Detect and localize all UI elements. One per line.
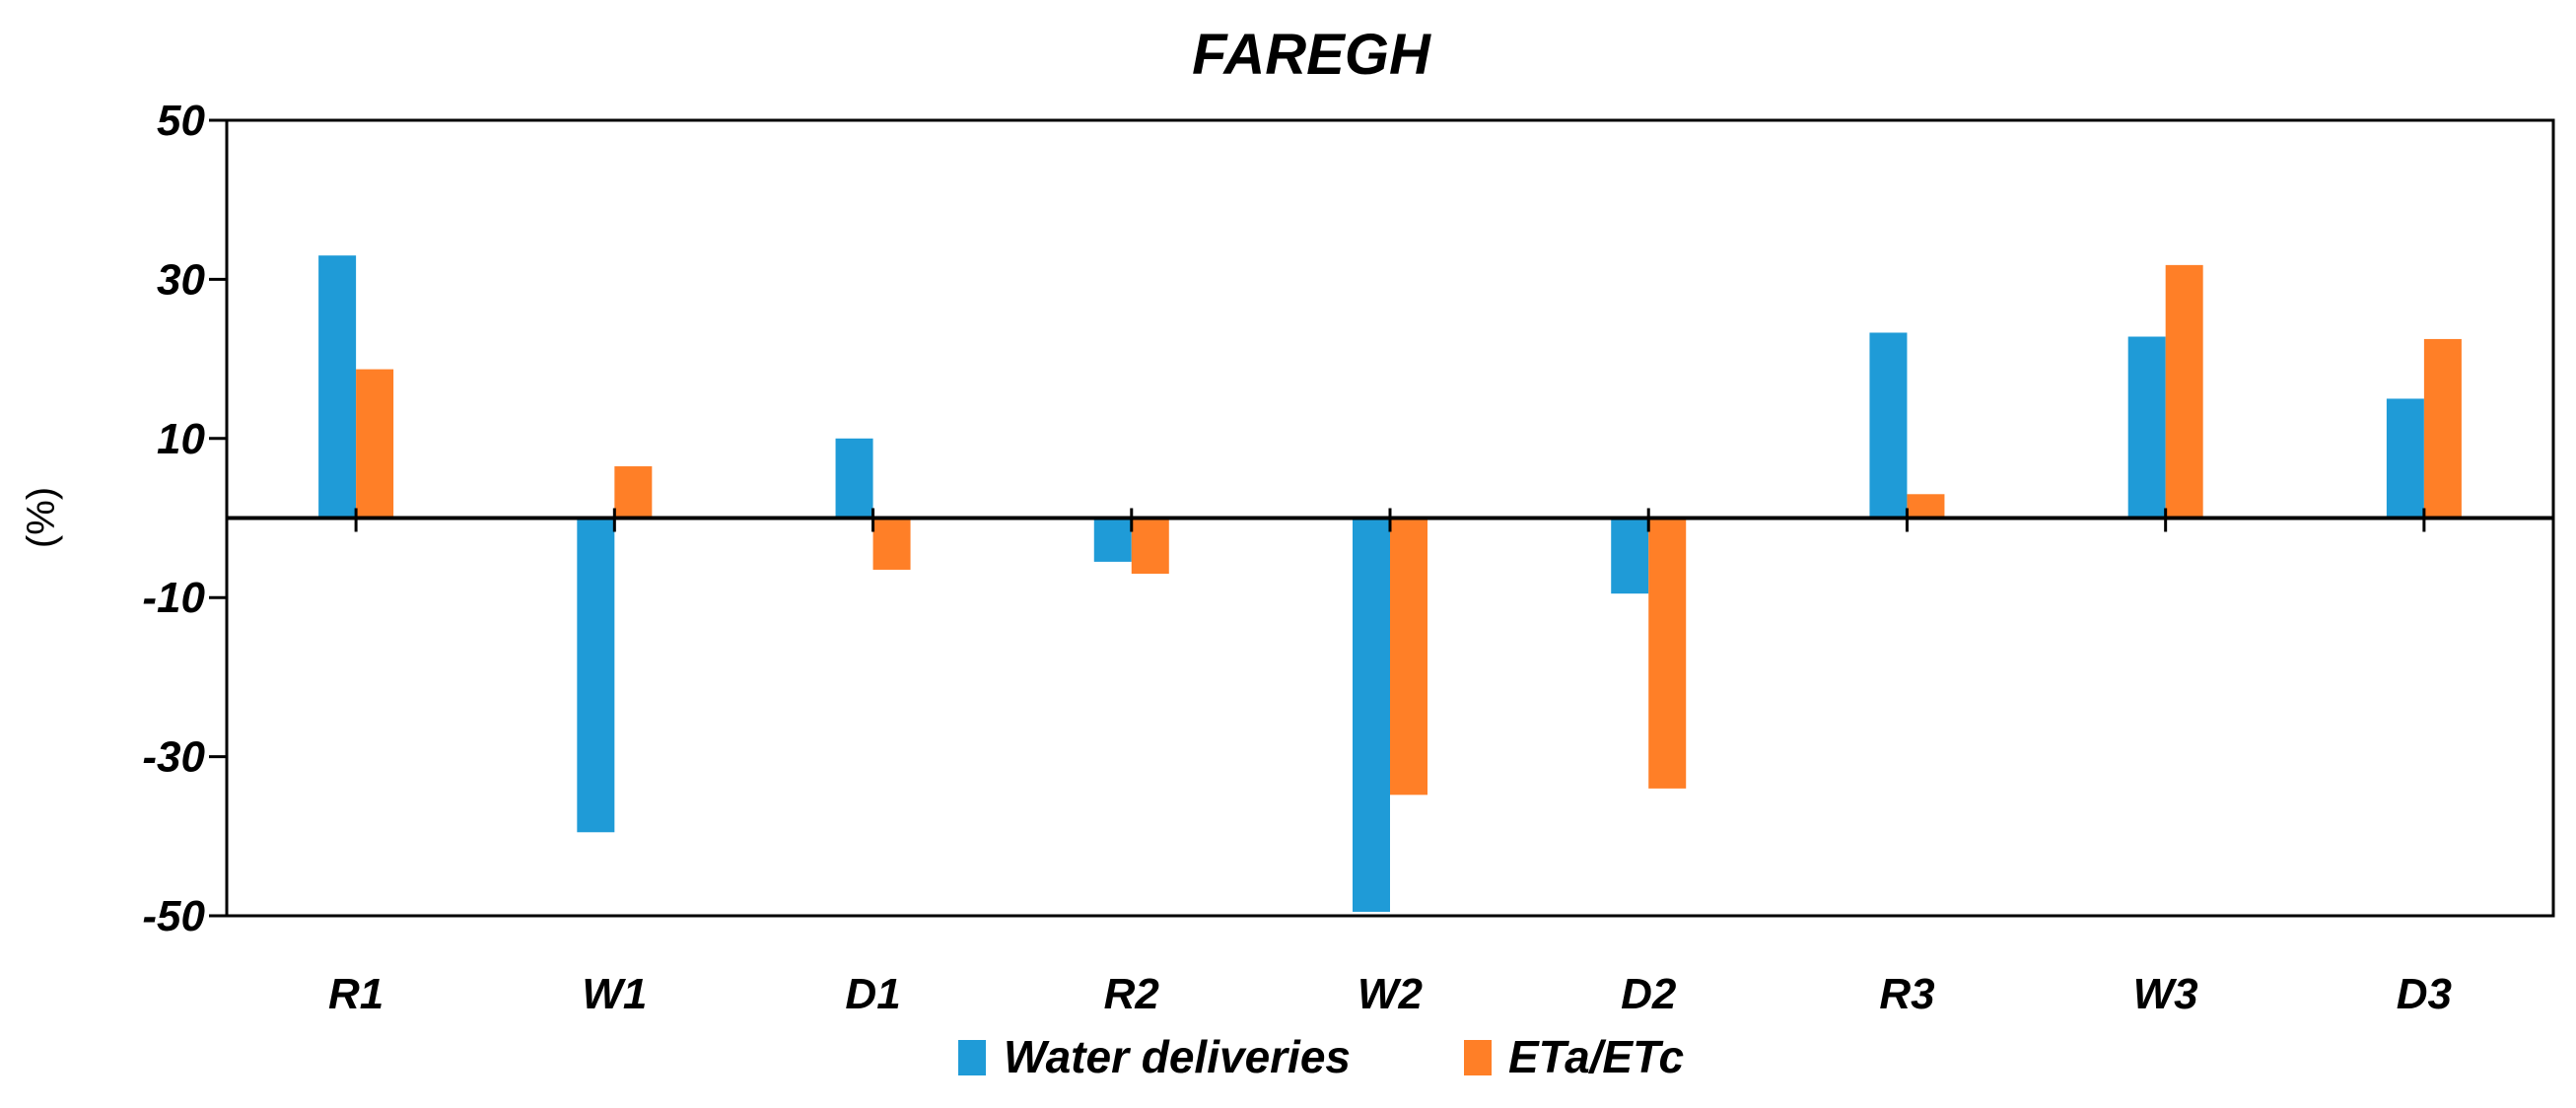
x-tick-label-d3: D3 [2397, 970, 2452, 1018]
x-tick-label-r3: R3 [1879, 970, 1934, 1018]
x-tick-label-d2: D2 [1621, 970, 1677, 1018]
bar-w1-water-deliveries [577, 518, 615, 833]
x-tick-label-w2: W2 [1358, 970, 1424, 1018]
x-tick-label-r1: R1 [328, 970, 383, 1018]
bars [318, 255, 2462, 912]
y-tick-label: -10 [142, 574, 205, 622]
bar-d3-water-deliveries [2386, 398, 2424, 519]
bar-r1-eta-etc [356, 369, 394, 519]
bar-w2-eta-etc [1390, 518, 1427, 796]
bar-d2-eta-etc [1648, 518, 1687, 789]
bar-r2-eta-etc [1131, 518, 1169, 574]
y-tick-label: -30 [142, 733, 205, 782]
x-tick-label-d1: D1 [845, 970, 900, 1018]
y-tick-label: 30 [157, 255, 205, 304]
legend-swatch-water-deliveries [958, 1040, 986, 1075]
bar-w2-water-deliveries [1353, 518, 1390, 912]
x-tick-label-w3: W3 [2133, 970, 2198, 1018]
y-tick-label: 50 [157, 97, 205, 145]
bar-r2-water-deliveries [1093, 518, 1132, 562]
y-axis: 50 30 10 -10 -30 -50 [142, 97, 227, 940]
bar-d1-eta-etc [872, 518, 911, 570]
x-tick-label-w1: W1 [582, 970, 647, 1018]
bar-r3-water-deliveries [1869, 332, 1908, 519]
legend-label-water-deliveries: Water deliveries [1004, 1031, 1351, 1082]
bar-d2-water-deliveries [1611, 518, 1649, 594]
legend-swatch-eta-etc [1464, 1040, 1492, 1075]
x-tick-label-r2: R2 [1104, 970, 1160, 1018]
y-axis-label: (%) [20, 487, 63, 548]
bar-d1-water-deliveries [835, 438, 873, 519]
bar-w3-water-deliveries [2127, 336, 2166, 519]
chart-title: FAREGH [1192, 23, 1431, 87]
legend: Water deliveries ETa/ETc [958, 1031, 1684, 1082]
bar-d3-eta-etc [2423, 338, 2462, 519]
bar-r3-eta-etc [1907, 494, 1945, 519]
bar-r1-water-deliveries [318, 255, 357, 519]
y-tick-label: -50 [142, 892, 205, 940]
bar-w3-eta-etc [2165, 264, 2203, 519]
legend-label-eta-etc: ETa/ETc [1508, 1031, 1684, 1082]
x-axis: R1 W1 D1 R2 W2 D2 R3 W3 D3 [227, 508, 2555, 1018]
y-tick-label: 10 [157, 415, 205, 463]
bar-w1-eta-etc [614, 466, 653, 519]
